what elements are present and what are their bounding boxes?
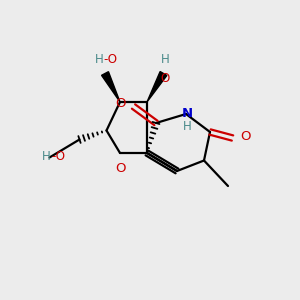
Polygon shape xyxy=(101,72,120,102)
Polygon shape xyxy=(147,71,167,102)
Text: O: O xyxy=(240,130,250,143)
Text: H: H xyxy=(95,53,103,66)
Text: -O: -O xyxy=(103,53,118,66)
Text: O: O xyxy=(115,162,125,175)
Text: H: H xyxy=(160,53,169,66)
Text: -O: -O xyxy=(51,149,65,163)
Text: O: O xyxy=(160,72,169,85)
Text: H: H xyxy=(42,149,51,163)
Text: H: H xyxy=(183,120,192,133)
Text: N: N xyxy=(182,107,193,120)
Text: O: O xyxy=(116,97,126,110)
